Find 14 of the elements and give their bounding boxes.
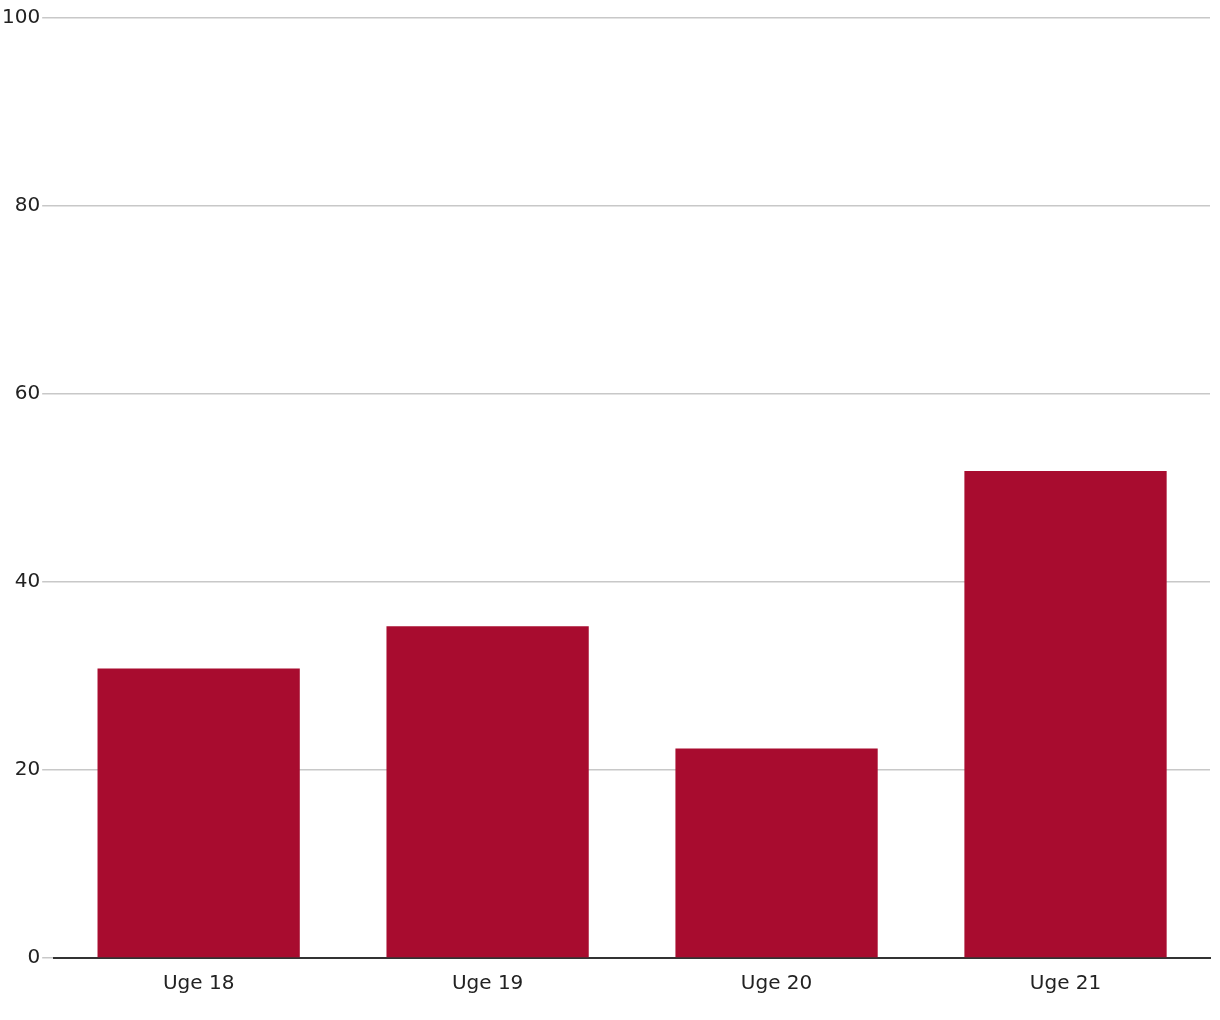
x-tick-label: Uge 19 <box>451 970 524 995</box>
bar <box>386 626 589 958</box>
bar <box>97 668 300 958</box>
y-tick-label: 20 <box>14 756 41 781</box>
x-tick-label: Uge 18 <box>162 970 235 995</box>
x-tick-label: Uge 21 <box>1029 970 1102 995</box>
y-tick-label: 40 <box>14 568 41 593</box>
x-tick-label: Uge 20 <box>740 970 813 995</box>
y-tick-label: 80 <box>14 192 41 217</box>
y-tick-label: 60 <box>14 380 41 405</box>
y-tick-label: 0 <box>27 944 41 969</box>
bar <box>964 471 1167 958</box>
bar <box>675 748 878 958</box>
y-tick-label: 100 <box>1 4 41 29</box>
